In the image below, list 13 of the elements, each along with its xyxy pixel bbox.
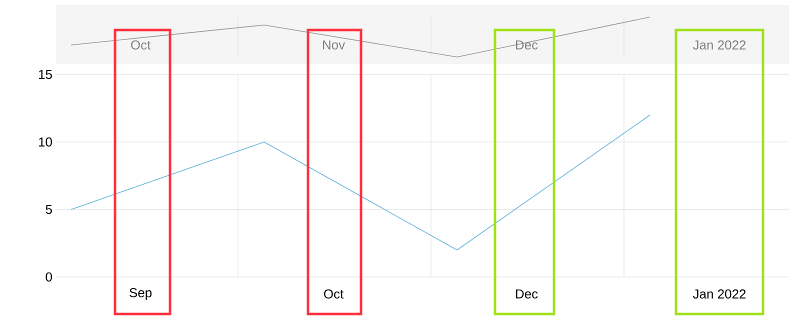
annotation: Jan 2022 (692, 40, 746, 50)
y-tick-label: 5 (46, 204, 52, 214)
line-series (70, 114, 650, 250)
annotation: Dec (516, 40, 538, 50)
text: Jan 2022 (692, 289, 746, 299)
text: Oct (324, 289, 344, 299)
annotation: Oct (131, 40, 151, 50)
y-tick-label: 10 (39, 137, 52, 147)
y-tick-label: 15 (39, 70, 52, 80)
text: Sep (130, 288, 152, 300)
y-tick-label: 0 (46, 272, 52, 282)
text: Dec (516, 289, 538, 299)
annotation: Nov (323, 40, 346, 50)
